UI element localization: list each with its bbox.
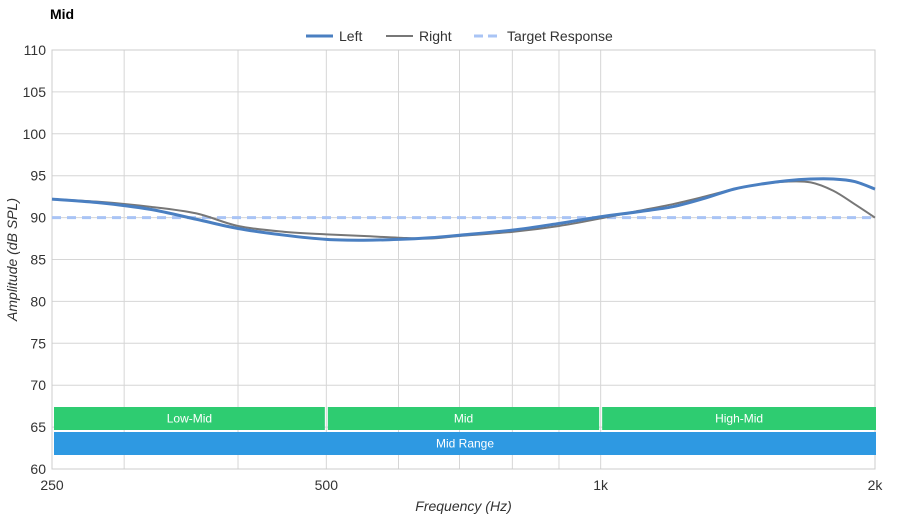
y-axis-title: Amplitude (dB SPL) bbox=[4, 198, 20, 322]
y-tick-label: 85 bbox=[30, 252, 46, 268]
y-tick-label: 95 bbox=[30, 168, 46, 184]
legend: Left Right Target Response bbox=[306, 28, 613, 44]
series-lines bbox=[51, 177, 876, 242]
plot-frame bbox=[51, 49, 876, 470]
band-mid bbox=[327, 407, 600, 430]
band-label: Mid Range bbox=[436, 437, 494, 451]
band-mid-range bbox=[54, 432, 876, 455]
y-tick-label: 100 bbox=[23, 126, 47, 142]
y-tick-label: 110 bbox=[24, 42, 47, 58]
y-tick-label: 90 bbox=[30, 210, 46, 226]
y-tick-label: 65 bbox=[30, 419, 46, 435]
band-label: High-Mid bbox=[715, 412, 763, 426]
y-tick-label: 60 bbox=[30, 461, 46, 477]
grid bbox=[51, 49, 876, 470]
series-line-right bbox=[51, 180, 876, 240]
x-tick-label: 250 bbox=[40, 477, 64, 493]
y-tick-label: 105 bbox=[23, 84, 47, 100]
band-low-mid bbox=[54, 407, 325, 430]
y-tick-label: 80 bbox=[30, 293, 46, 309]
chart-title: Mid bbox=[50, 6, 74, 22]
y-tick-label: 70 bbox=[30, 377, 46, 393]
legend-label: Left bbox=[339, 28, 362, 44]
y-tick-labels: 60 65 70 75 80 85 90 95 100 105 110 bbox=[23, 42, 47, 477]
range-bands: Low-Mid Mid High-Mid Mid Range bbox=[54, 407, 876, 455]
x-tick-label: 1k bbox=[593, 477, 609, 493]
x-axis-title: Frequency (Hz) bbox=[415, 498, 511, 514]
legend-label: Right bbox=[419, 28, 452, 44]
band-high-mid bbox=[602, 407, 876, 430]
band-label: Mid bbox=[454, 412, 473, 426]
x-tick-label: 500 bbox=[315, 477, 339, 493]
x-tick-labels: 250 500 1k 2k bbox=[40, 477, 883, 493]
series-line-left bbox=[51, 177, 876, 242]
x-tick-label: 2k bbox=[868, 477, 884, 493]
legend-label: Target Response bbox=[507, 28, 613, 44]
y-tick-label: 75 bbox=[30, 335, 46, 351]
band-label: Low-Mid bbox=[167, 412, 212, 426]
